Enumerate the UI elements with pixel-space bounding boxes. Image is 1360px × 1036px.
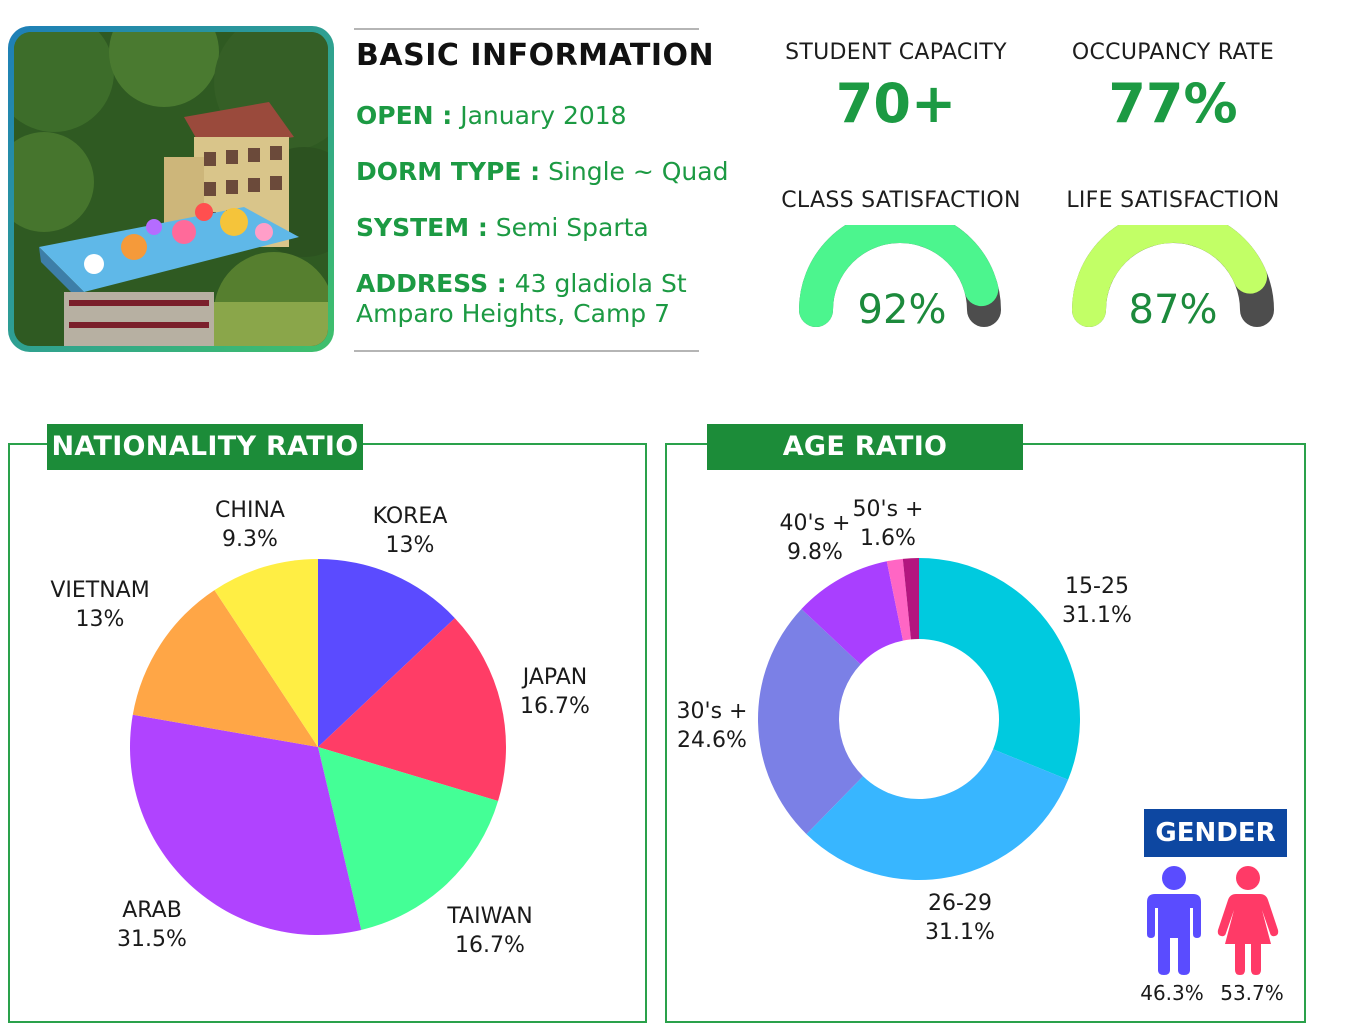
label-15-25: 15-25 31.1% [1047,572,1147,630]
slice-label: JAPAN [522,665,588,690]
slice-label: 30's + [676,699,748,724]
label-taiwan: TAIWAN 16.7% [420,902,560,960]
slice-15-25 [919,558,1080,780]
gender-title: GENDER [1144,809,1287,857]
slice-value: 1.6% [860,526,916,551]
life-satisfaction-gauge [1072,225,1274,327]
student-capacity-label: STUDENT CAPACITY [785,40,1007,65]
slice-value: 13% [385,533,435,558]
slice-value: 31.5% [117,927,187,952]
slice-korea [318,559,455,747]
slice-value: 31.1% [925,920,995,945]
slice-china [214,559,318,747]
slice-label: 50's + [852,497,924,522]
slice-vietnam [132,590,318,747]
info-bottom-rule [354,350,699,352]
slice-label: 15-25 [1065,574,1129,599]
info-row-dorm-type: DORM TYPE : Single ~ Quad [356,157,728,186]
nationality-pie [129,559,506,935]
gauge-fill [1072,225,1268,327]
label-40s: 40's + 9.8% [760,509,870,567]
slice-label: TAIWAN [447,904,533,929]
student-capacity-value: 70+ [835,72,957,135]
class-satisfaction-gauge [799,225,1001,327]
basic-info-title: BASIC INFORMATION [356,38,715,73]
label-26-29: 26-29 31.1% [910,889,1010,947]
info-row-open: OPEN : January 2018 [356,101,627,130]
slice-unlabeled-5 [902,558,919,640]
info-value: Single ~ Quad [548,157,729,186]
info-row-address-line2: Amparo Heights, Camp 7 [356,299,671,328]
info-value: Semi Sparta [495,213,649,242]
label-china: CHINA 9.3% [180,496,320,554]
slice-value: 13% [75,607,125,632]
age-title: AGE RATIO [707,424,1023,470]
age-donut [757,558,1080,880]
label-50s: 50's + 1.6% [838,495,938,553]
info-row-address: ADDRESS : 43 gladiola St [356,269,687,298]
info-key: OPEN : [356,101,453,130]
nationality-title: NATIONALITY RATIO [47,424,363,470]
dorm-photo [14,32,328,346]
male-person-icon [1147,866,1201,975]
info-key: SYSTEM : [356,213,488,242]
label-japan: JAPAN 16.7% [485,663,625,721]
slice-arab [129,714,362,935]
label-arab: ARAB 31.5% [82,896,222,954]
class-satisfaction-label: CLASS SATISFACTION [781,188,1021,213]
slice-30-s [757,608,864,835]
info-value: January 2018 [460,101,627,130]
slice-value: 16.7% [455,933,525,958]
dorm-photo-frame [8,26,334,352]
life-satisfaction-label: LIFE SATISFACTION [1066,188,1280,213]
slice-value: 24.6% [677,728,747,753]
info-row-system: SYSTEM : Semi Sparta [356,213,649,242]
slice-label: KOREA [372,504,448,529]
slice-label: 40's + [779,511,851,536]
slice-value: 9.8% [787,540,843,565]
dorm-photo-illustration [14,32,328,346]
slice-label: 26-29 [928,891,992,916]
slice-value: 16.7% [520,694,590,719]
slice-value: 31.1% [1062,603,1132,628]
female-percent: 53.7% [1220,981,1284,1005]
info-key: DORM TYPE : [356,157,541,186]
info-key: ADDRESS : [356,269,507,298]
label-vietnam: VIETNAM 13% [30,576,170,634]
female-person-icon [1217,866,1279,975]
info-top-rule [354,28,699,30]
slice-label: VIETNAM [50,578,150,603]
slice-26-29 [806,749,1069,880]
info-value: 43 gladiola St [514,269,687,298]
label-korea: KOREA 13% [340,502,480,560]
slice-50-s [886,558,911,641]
gauge-fill [799,225,999,327]
slice-40-s [801,561,903,665]
male-percent: 46.3% [1140,981,1204,1005]
slice-taiwan [318,747,499,930]
slice-label: ARAB [122,898,182,923]
slice-japan [318,618,506,802]
label-30s: 30's + 24.6% [662,697,762,755]
slice-value: 9.3% [222,527,278,552]
slice-label: CHINA [215,498,285,523]
life-satisfaction-value: 87% [1128,287,1218,333]
class-satisfaction-value: 92% [857,287,947,333]
occupancy-rate-label: OCCUPANCY RATE [1071,40,1275,65]
occupancy-rate-value: 77% [1108,72,1238,135]
